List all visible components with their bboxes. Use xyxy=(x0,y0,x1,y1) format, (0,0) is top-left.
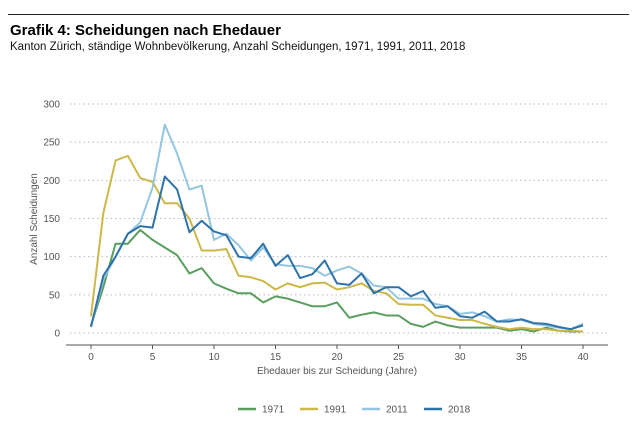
chart-subtitle: Kanton Zürich, ständige Wohnbevölkerung,… xyxy=(10,41,466,53)
y-tick-label: 50 xyxy=(49,290,61,301)
x-axis-label: Ehedauer bis zur Scheidung (Jahre) xyxy=(257,366,417,377)
series-line-2011 xyxy=(90,123,584,331)
y-tick-label: 150 xyxy=(43,214,60,225)
x-tick-label: 5 xyxy=(150,352,156,363)
legend-label-2011: 2011 xyxy=(386,405,408,416)
x-tick-label: 25 xyxy=(393,352,405,363)
x-tick-label: 10 xyxy=(208,352,220,363)
x-tick-label: 15 xyxy=(270,352,282,363)
legend-label-2018: 2018 xyxy=(448,405,471,416)
x-tick-label: 20 xyxy=(331,352,343,363)
chart-title: Grafik 4: Scheidungen nach Ehedauer xyxy=(10,22,281,39)
top-rule xyxy=(8,14,629,15)
x-tick-label: 30 xyxy=(454,352,466,363)
y-tick-label: 100 xyxy=(43,252,60,263)
y-axis-label: Anzahl Scheidungen xyxy=(29,173,40,265)
series-line-1991 xyxy=(90,154,584,333)
series-line-2018 xyxy=(90,175,584,331)
legend-label-1991: 1991 xyxy=(324,405,347,416)
series-line-1971 xyxy=(90,228,583,333)
x-tick-label: 40 xyxy=(577,352,589,363)
y-tick-label: 300 xyxy=(43,100,60,111)
x-tick-label: 35 xyxy=(516,352,528,363)
y-tick-label: 200 xyxy=(43,176,60,187)
x-tick-label: 0 xyxy=(88,352,94,363)
y-tick-label: 250 xyxy=(43,138,60,149)
y-tick-label: 0 xyxy=(54,329,60,340)
legend-label-1971: 1971 xyxy=(262,405,285,416)
